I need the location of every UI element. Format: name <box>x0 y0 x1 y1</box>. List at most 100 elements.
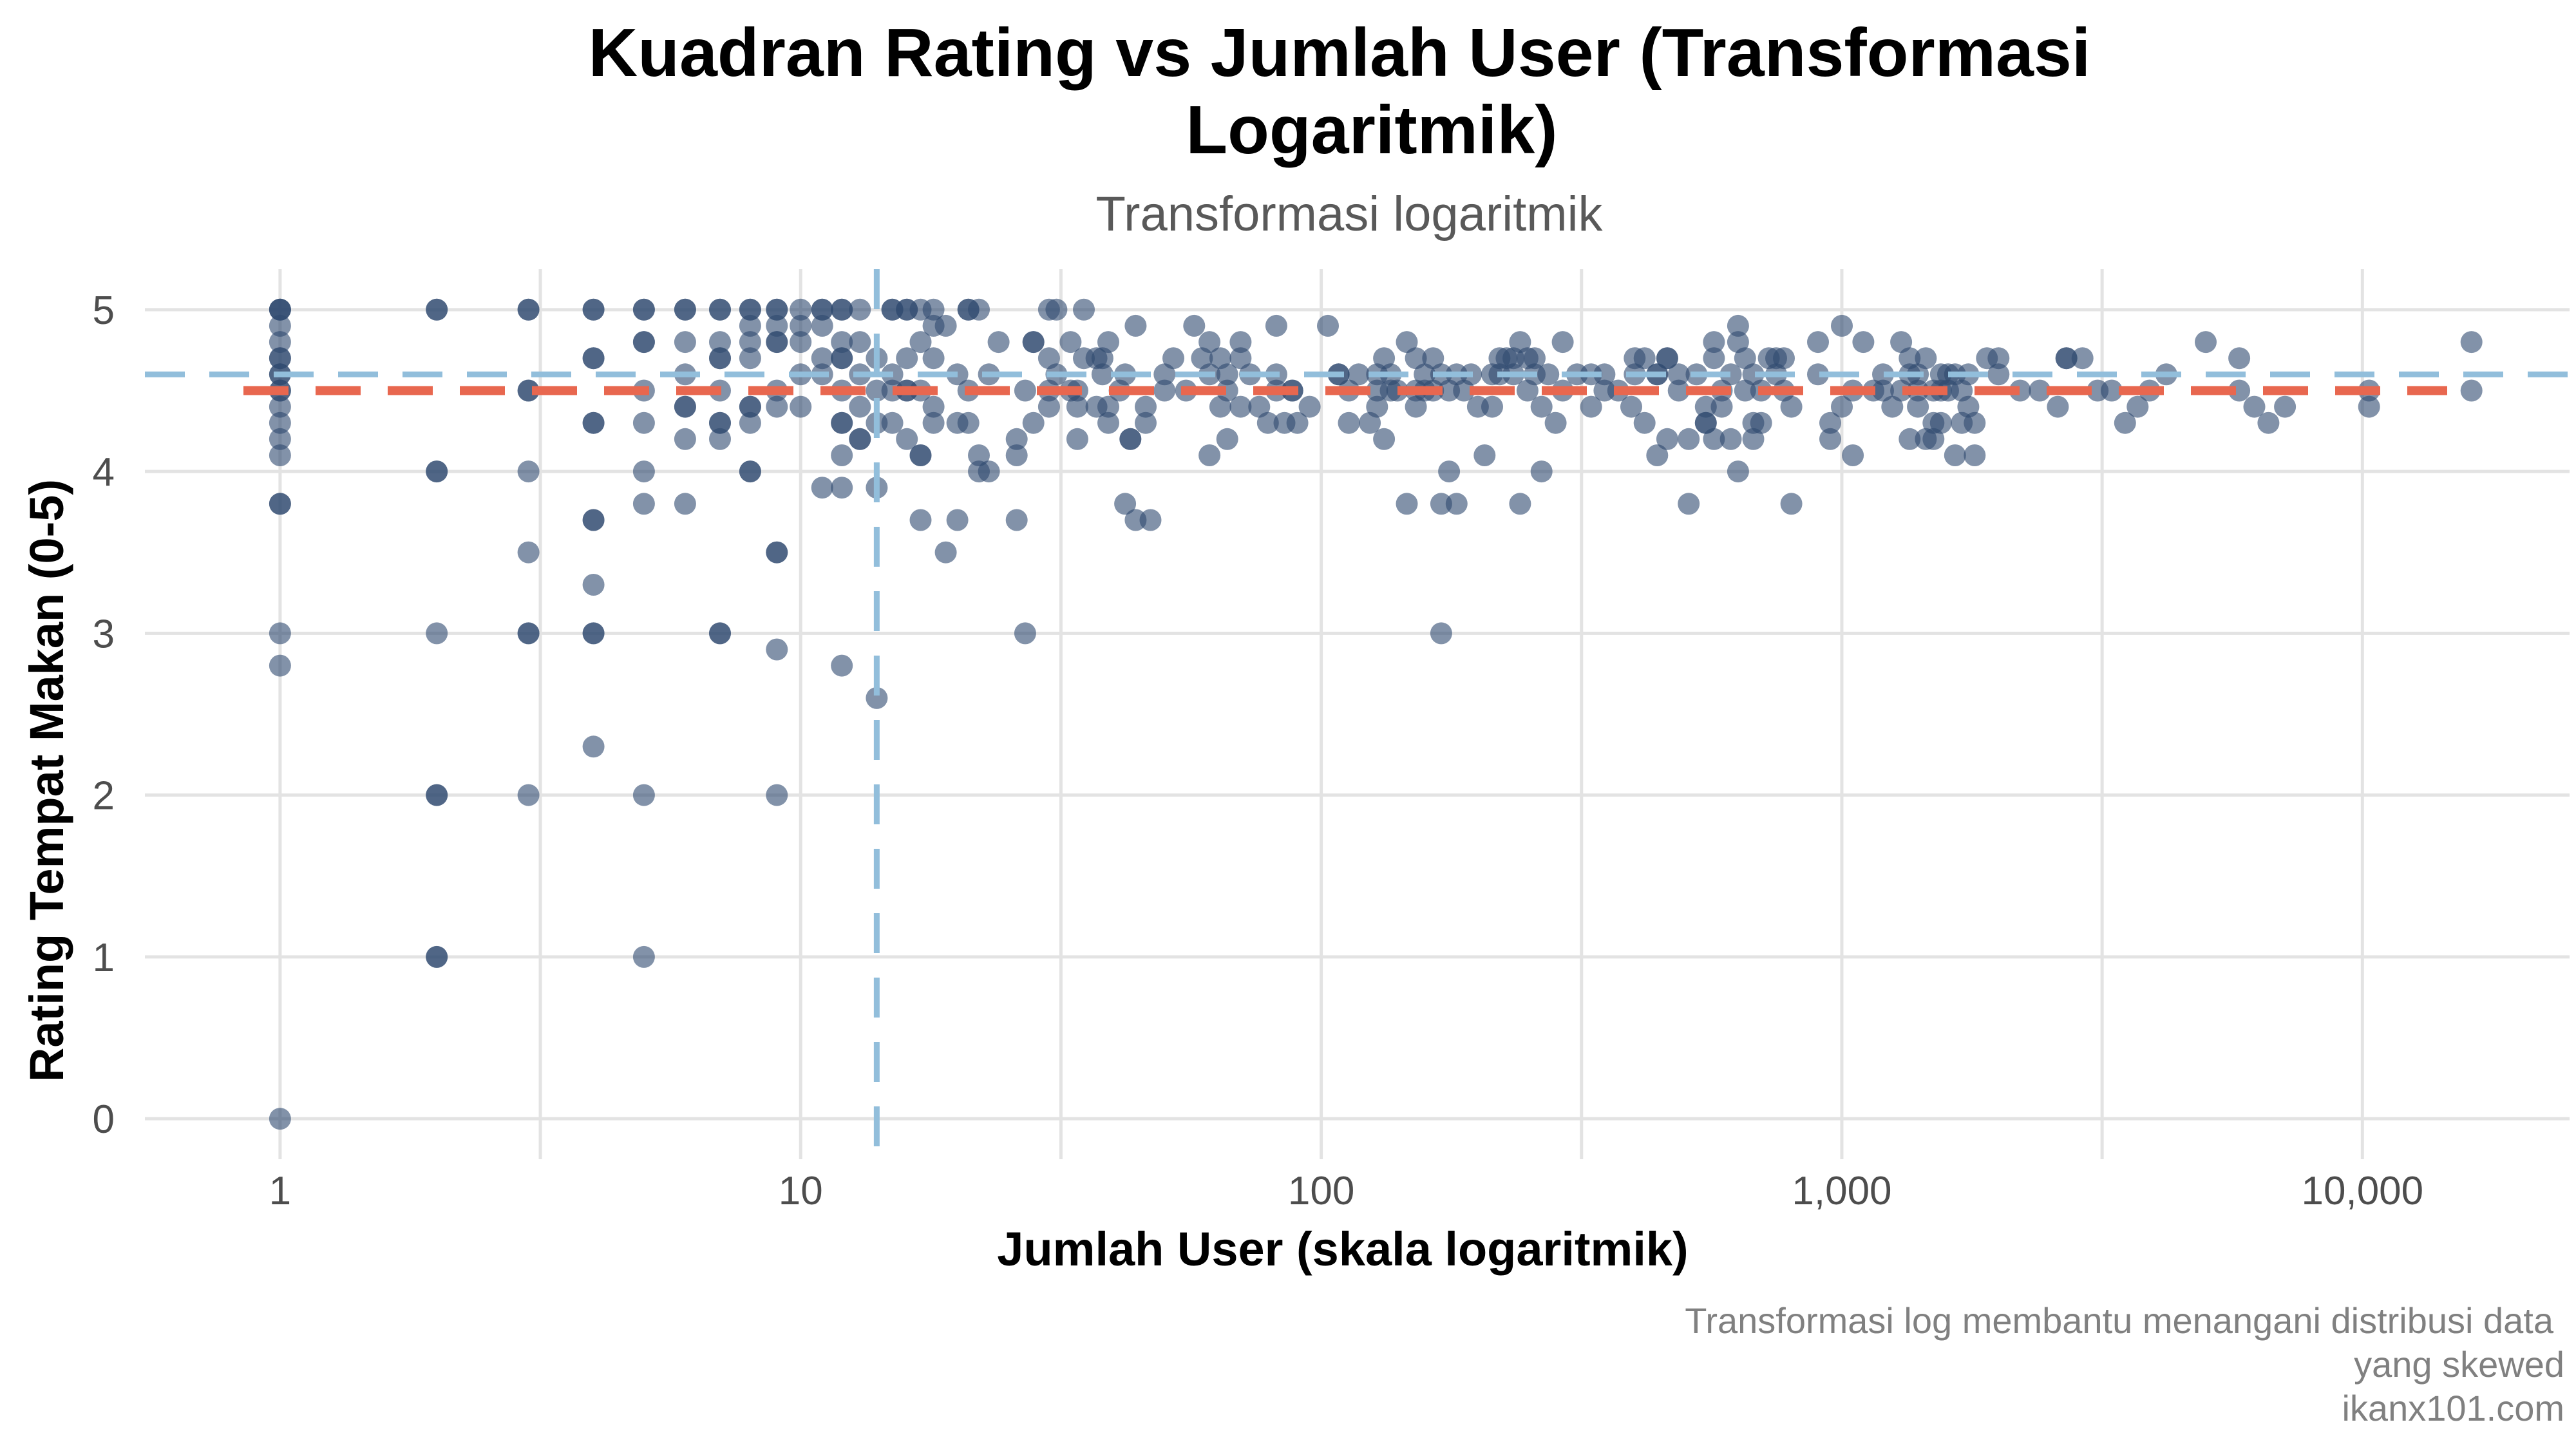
data-point <box>1135 412 1157 434</box>
data-point <box>269 347 291 370</box>
data-point <box>2274 395 2297 418</box>
data-point <box>1091 363 1113 386</box>
data-point <box>1481 395 1503 418</box>
data-point <box>1153 379 1176 402</box>
data-point <box>1780 395 1803 418</box>
data-point <box>739 347 761 370</box>
data-point <box>1229 395 1252 418</box>
data-point <box>1066 428 1088 450</box>
y-axis-ticks: 0 1 2 3 4 5 <box>93 289 115 1142</box>
chart-title-line-1: Kuadran Rating vs Jumlah User (Transform… <box>589 15 2091 91</box>
data-point <box>632 331 655 354</box>
data-point <box>1890 331 1913 354</box>
data-point <box>582 622 605 645</box>
data-point <box>1944 444 1966 466</box>
x-tick-label: 1 <box>269 1169 291 1213</box>
data-point <box>1037 395 1060 418</box>
data-point <box>1005 509 1028 531</box>
data-point <box>1633 412 1656 434</box>
data-point <box>790 314 812 337</box>
data-point <box>632 945 655 968</box>
data-point <box>831 477 853 499</box>
data-point <box>1694 395 1717 418</box>
data-point <box>1405 395 1427 418</box>
data-point <box>1066 395 1088 418</box>
data-point <box>1438 460 1461 483</box>
data-point <box>582 574 605 596</box>
data-point <box>269 314 291 337</box>
data-point <box>2101 379 2123 402</box>
data-point <box>1819 412 1841 434</box>
data-point <box>2009 379 2031 402</box>
data-point <box>2114 412 2136 434</box>
data-point <box>739 460 761 483</box>
data-point <box>1842 444 1864 466</box>
data-point <box>1073 298 1095 321</box>
data-point <box>1430 493 1452 515</box>
data-point <box>766 298 788 321</box>
data-point <box>1742 363 1765 386</box>
gridlines <box>145 269 2570 1159</box>
data-point <box>1537 363 1560 386</box>
data-point <box>1703 331 1725 354</box>
data-point <box>1987 347 2010 370</box>
chart-title-line-2: Logaritmik) <box>1186 92 1557 168</box>
data-point <box>1022 331 1045 354</box>
y-tick-label: 1 <box>93 936 115 980</box>
data-point <box>1005 428 1028 450</box>
data-point <box>2228 347 2251 370</box>
data-point <box>1229 347 1252 370</box>
data-point <box>1915 347 1937 370</box>
data-point <box>766 638 788 661</box>
data-point <box>922 395 945 418</box>
data-point <box>1881 395 1904 418</box>
data-point <box>922 412 945 434</box>
caption-line-1: Transformasi log membantu menangani dist… <box>1685 1300 2554 1341</box>
data-point <box>1807 331 1829 354</box>
data-point <box>881 412 904 434</box>
data-point <box>1135 395 1157 418</box>
data-point <box>1667 363 1690 386</box>
data-point <box>1139 509 1162 531</box>
data-point <box>632 412 655 434</box>
data-point <box>739 412 761 434</box>
data-point <box>766 541 788 564</box>
data-point <box>849 331 871 354</box>
data-point <box>1551 331 1574 354</box>
data-point <box>831 444 853 466</box>
data-point <box>1022 412 1045 434</box>
data-point <box>269 444 291 466</box>
data-point <box>896 347 918 370</box>
data-point <box>674 298 696 321</box>
data-point <box>517 298 540 321</box>
data-point <box>1347 363 1370 386</box>
data-point <box>709 412 731 434</box>
data-point <box>1298 395 1321 418</box>
data-point <box>2047 395 2069 418</box>
data-point <box>1633 347 1656 370</box>
data-point <box>1509 493 1531 515</box>
data-point <box>1396 331 1418 354</box>
data-point <box>1773 347 1795 370</box>
data-point <box>1373 428 1396 450</box>
data-point <box>1473 444 1496 466</box>
data-point <box>811 477 833 499</box>
data-point <box>1338 412 1360 434</box>
data-point <box>866 379 888 402</box>
data-point <box>1656 347 1678 370</box>
data-point <box>517 541 540 564</box>
data-point <box>866 687 888 709</box>
data-point <box>1719 363 1742 386</box>
data-point <box>1694 412 1717 434</box>
data-point <box>1114 493 1137 515</box>
y-tick-label: 2 <box>93 774 115 819</box>
data-point <box>269 428 291 450</box>
data-point <box>1593 363 1616 386</box>
data-point <box>766 395 788 418</box>
y-tick-label: 5 <box>93 289 115 333</box>
data-point <box>1929 412 1952 434</box>
data-point <box>922 347 945 370</box>
data-point <box>1162 347 1184 370</box>
data-point <box>1872 379 1894 402</box>
data-point <box>1014 379 1036 402</box>
